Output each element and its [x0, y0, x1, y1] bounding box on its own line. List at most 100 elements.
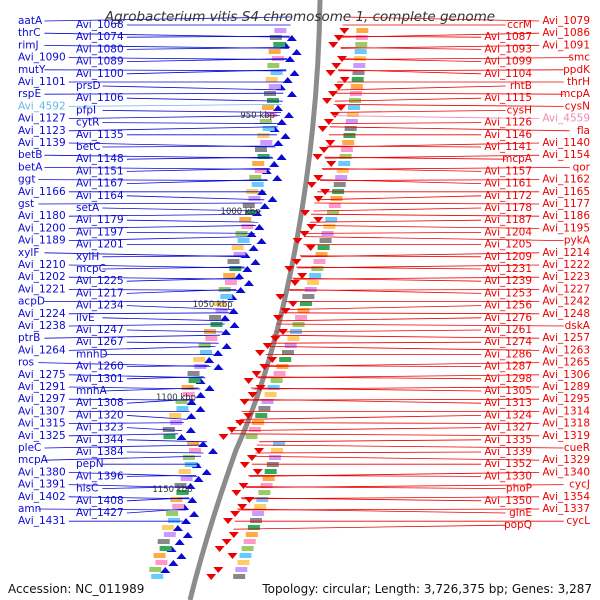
category-block	[189, 448, 201, 453]
gene-label: Avi_1324	[484, 409, 532, 421]
reverse-gene-arrow	[291, 259, 302, 265]
leader-line	[126, 97, 283, 102]
gene-label: Avi_1135	[76, 129, 124, 141]
gene-label: Avi_1305	[484, 385, 532, 397]
gene-label: cueR	[564, 442, 590, 454]
gene-label: Avi_1189	[18, 235, 66, 247]
gene-label: Avi_1247	[76, 324, 124, 336]
category-block	[168, 518, 180, 523]
leader-line	[126, 341, 219, 344]
leader-line	[314, 202, 540, 205]
gene-label: dskA	[565, 320, 591, 332]
leader-line	[44, 16, 291, 22]
reverse-gene-arrow	[323, 119, 334, 125]
forward-gene-arrow	[198, 441, 209, 447]
leader-line	[292, 277, 482, 282]
gene-label: Avi_1256	[484, 300, 532, 312]
category-block	[220, 294, 233, 299]
reverse-gene-arrow	[300, 210, 311, 216]
category-block	[317, 245, 330, 250]
leader-line	[339, 58, 482, 62]
forward-gene-arrow	[186, 413, 197, 419]
gene-label: Avi_1177	[542, 198, 590, 210]
leader-line	[126, 69, 286, 75]
category-block	[306, 280, 319, 285]
gene-label: rimJ	[18, 39, 39, 51]
leader-line	[230, 433, 540, 437]
category-block	[256, 497, 269, 502]
category-block	[231, 245, 244, 250]
category-block	[352, 70, 365, 75]
category-block	[198, 343, 211, 348]
leader-line	[310, 219, 482, 223]
reverse-gene-arrow	[299, 231, 310, 237]
gene-label: Avi_1325	[18, 430, 66, 442]
category-block	[335, 175, 348, 180]
gene-label: Avi_1265	[542, 357, 590, 369]
leader-line	[126, 427, 183, 431]
gene-label: Avi_1127	[18, 113, 66, 125]
reverse-gene-arrow	[238, 483, 249, 489]
category-block	[157, 539, 170, 544]
gene-label: Avi_1080	[76, 43, 124, 55]
gene-label: Avi_1093	[484, 43, 532, 55]
category-block	[169, 413, 182, 418]
category-block	[254, 147, 267, 152]
gene-label: Avi_1148	[76, 153, 124, 165]
gene-label: Avi_1295	[542, 393, 590, 405]
gene-label: Avi_1239	[484, 275, 532, 287]
gene-label: Avi_1167	[76, 178, 124, 190]
reverse-gene-arrow	[313, 196, 324, 202]
gene-label: mnhA	[76, 385, 108, 397]
gene-label: Avi_1335	[484, 434, 532, 446]
gene-labels: 950 kbp 1000 kbp 1050 kbp 1100 kbp 1150 kbp a…	[18, 15, 591, 531]
gene-label: Avi_1090	[18, 52, 66, 64]
gene-label: Avi_1301	[76, 373, 124, 385]
category-block	[233, 252, 246, 257]
reverse-gene-arrow	[284, 266, 295, 272]
gene-label: Avi_1141	[484, 141, 532, 153]
gene-label: Avi_1197	[76, 226, 124, 238]
gene-label: Avi_1210	[18, 259, 66, 271]
leader-line	[44, 92, 284, 95]
category-block	[268, 84, 281, 89]
category-block	[351, 77, 364, 82]
category-block	[269, 35, 282, 40]
leader-line	[126, 195, 265, 201]
gene-label: Avi_1238	[18, 320, 66, 332]
leader-line	[102, 110, 282, 113]
leader-line	[68, 323, 225, 327]
category-block	[330, 196, 343, 201]
leader-line	[341, 35, 482, 38]
gene-label: hisC	[76, 483, 98, 495]
category-block	[241, 546, 254, 551]
gene-label: pfpI	[76, 104, 96, 116]
leader-line	[126, 415, 188, 420]
category-block	[199, 350, 212, 355]
gene-label: cytR	[76, 117, 99, 129]
gene-label: Avi_1319	[542, 430, 590, 442]
reverse-gene-arrow	[254, 448, 264, 454]
category-block	[181, 385, 194, 390]
leader-line	[233, 524, 506, 530]
forward-gene-arrow	[195, 406, 206, 412]
gene-label: Avi_1315	[18, 418, 66, 430]
gene-label: prsD	[76, 80, 101, 92]
forward-gene-arrow	[221, 343, 232, 349]
forward-gene-arrow	[176, 553, 187, 559]
leader-line	[126, 376, 204, 380]
gene-label: Avi_1234	[76, 300, 124, 312]
category-block	[252, 511, 265, 516]
reverse-gene-arrow	[223, 518, 233, 524]
gene-label: Avi_1104	[484, 68, 532, 80]
leader-line	[126, 497, 189, 502]
forward-gene-arrow	[208, 448, 218, 454]
leader-line	[275, 329, 482, 333]
leader-line	[336, 85, 506, 91]
category-block	[265, 77, 278, 82]
leader-line	[126, 475, 197, 477]
forward-gene-arrow	[204, 385, 215, 391]
gene-label: mutY	[18, 64, 46, 76]
gene-label: Avi_1306	[542, 369, 590, 381]
reverse-gene-arrow	[297, 273, 308, 279]
